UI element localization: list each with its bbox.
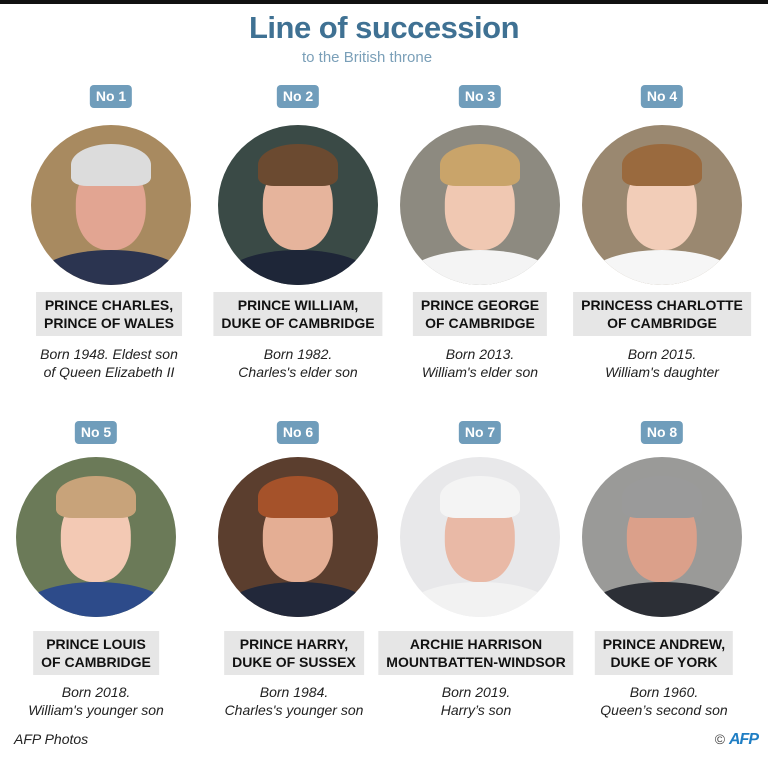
description-line-1: Born 1984. xyxy=(259,684,329,700)
portrait-hair xyxy=(440,144,520,186)
name-line-1: PRINCESS CHARLOTTE xyxy=(581,297,743,313)
afp-logo: © AFP xyxy=(714,731,759,749)
portrait-photo xyxy=(582,457,742,617)
name-label: PRINCE ANDREW, DUKE OF YORK xyxy=(594,631,734,675)
name-line-2: OF CAMBRIDGE xyxy=(425,315,535,331)
afp-logo-text: AFP xyxy=(729,731,759,748)
portrait-body xyxy=(408,249,552,285)
name-label: PRINCE CHARLES, PRINCE OF WALES xyxy=(36,292,182,336)
name-line-2: MOUNTBATTEN-WINDSOR xyxy=(386,654,566,670)
name-label: PRINCE HARRY, DUKE OF SUSSEX xyxy=(224,631,364,675)
portrait-hair xyxy=(622,476,702,518)
description: Born 2013. William's elder son xyxy=(370,345,590,381)
rank-badge: No 7 xyxy=(458,421,502,444)
page-subtitle: to the British throne xyxy=(302,49,433,66)
description: Born 1982. Charles's elder son xyxy=(188,345,408,381)
name-label: PRINCE WILLIAM, DUKE OF CAMBRIDGE xyxy=(213,292,383,336)
description: Born 2015. William's daughter xyxy=(552,345,768,381)
name-line-1: ARCHIE HARRISON xyxy=(409,636,543,652)
description-line-2: Charles's younger son xyxy=(224,702,364,718)
description: Born 1948. Eldest son of Queen Elizabeth… xyxy=(0,345,219,381)
rank-badge: No 5 xyxy=(74,421,118,444)
portrait-hair xyxy=(440,476,520,518)
description: Born 2018. William's younger son xyxy=(0,683,206,719)
page-title: Line of succession xyxy=(248,10,520,45)
rank-badge: No 1 xyxy=(89,85,133,108)
portrait-hair xyxy=(258,476,338,518)
name-line-2: DUKE OF SUSSEX xyxy=(232,654,356,670)
description-line-1: Born 2018. xyxy=(61,684,131,700)
name-line-1: PRINCE ANDREW, xyxy=(602,636,726,652)
portrait-photo xyxy=(400,457,560,617)
name-line-2: DUKE OF YORK xyxy=(610,654,718,670)
portrait-body xyxy=(590,581,734,617)
description-line-2: William's younger son xyxy=(28,702,164,718)
portrait-hair xyxy=(71,144,151,186)
name-line-2: OF CAMBRIDGE xyxy=(607,315,717,331)
portrait-body xyxy=(39,249,183,285)
portrait-body xyxy=(24,581,168,617)
description-line-1: Born 2019. xyxy=(441,684,511,700)
portrait-photo xyxy=(400,125,560,285)
portrait-photo xyxy=(218,125,378,285)
name-line-1: PRINCE GEORGE xyxy=(420,297,540,313)
name-label: PRINCE LOUIS OF CAMBRIDGE xyxy=(33,631,159,675)
description-line-1: Born 1960. xyxy=(629,684,699,700)
name-label: PRINCESS CHARLOTTE OF CAMBRIDGE xyxy=(573,292,751,336)
description-line-2: William's elder son xyxy=(421,364,539,380)
portrait-photo xyxy=(31,125,191,285)
name-line-1: PRINCE CHARLES, xyxy=(44,297,174,313)
name-line-1: PRINCE HARRY, xyxy=(239,636,349,652)
portrait-photo xyxy=(582,125,742,285)
name-line-2: DUKE OF CAMBRIDGE xyxy=(221,315,375,331)
description: Born 2019. Harry’s son xyxy=(366,683,586,719)
description-line-2: Harry’s son xyxy=(440,702,512,718)
description: Born 1960. Queen’s second son xyxy=(554,683,768,719)
portrait-body xyxy=(226,249,370,285)
name-line-2: OF CAMBRIDGE xyxy=(41,654,151,670)
top-bar xyxy=(0,0,768,4)
description-line-2: Charles's elder son xyxy=(238,364,358,380)
name-label: PRINCE GEORGE OF CAMBRIDGE xyxy=(412,292,548,336)
description-line-2: of Queen Elizabeth II xyxy=(43,364,175,380)
name-line-1: PRINCE WILLIAM, xyxy=(237,297,359,313)
portrait-hair xyxy=(56,476,136,518)
rank-badge: No 4 xyxy=(640,85,684,108)
description-line-1: Born 2013. xyxy=(445,346,515,362)
description: Born 1984. Charles's younger son xyxy=(184,683,404,719)
description-line-1: Born 2015. xyxy=(627,346,697,362)
portrait-body xyxy=(408,581,552,617)
name-line-1: PRINCE LOUIS xyxy=(46,636,146,652)
photo-credit: AFP Photos xyxy=(14,731,89,747)
description-line-2: Queen’s second son xyxy=(600,702,728,718)
rank-badge: No 3 xyxy=(458,85,502,108)
rank-badge: No 6 xyxy=(276,421,320,444)
portrait-body xyxy=(226,581,370,617)
description-line-1: Born 1948. Eldest son xyxy=(40,346,178,362)
rank-badge: No 8 xyxy=(640,421,684,444)
portrait-photo xyxy=(218,457,378,617)
copyright-symbol: © xyxy=(714,731,726,747)
portrait-body xyxy=(590,249,734,285)
name-line-2: PRINCE OF WALES xyxy=(44,315,174,331)
description-line-2: William's daughter xyxy=(605,364,719,380)
name-label: ARCHIE HARRISON MOUNTBATTEN-WINDSOR xyxy=(378,631,574,675)
portrait-photo xyxy=(16,457,176,617)
description-line-1: Born 1982. xyxy=(263,346,333,362)
portrait-hair xyxy=(258,144,338,186)
portrait-hair xyxy=(622,144,702,186)
rank-badge: No 2 xyxy=(276,85,320,108)
